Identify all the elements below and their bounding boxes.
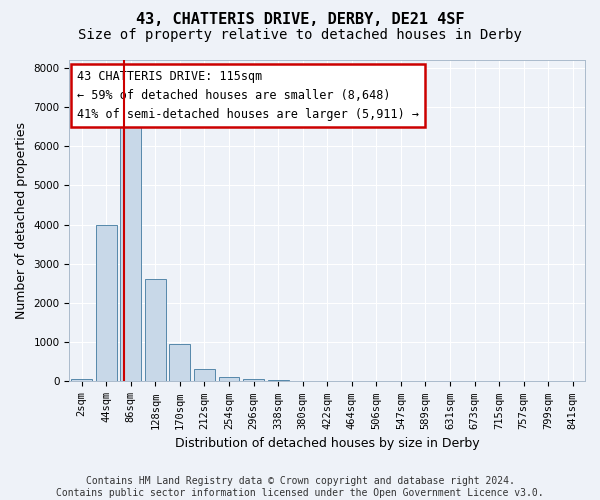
Bar [145,278,166,382]
Bar [121,122,141,382]
Text: Size of property relative to detached houses in Derby: Size of property relative to detached ho… [78,28,522,42]
Text: Contains HM Land Registry data © Crown copyright and database right 2024.
Contai: Contains HM Land Registry data © Crown c… [56,476,544,498]
Bar [194,368,215,382]
Bar [71,379,92,382]
Bar [268,380,289,382]
Text: 43, CHATTERIS DRIVE, DERBY, DE21 4SF: 43, CHATTERIS DRIVE, DERBY, DE21 4SF [136,12,464,28]
Text: 43 CHATTERIS DRIVE: 115sqm
← 59% of detached houses are smaller (8,648)
41% of s: 43 CHATTERIS DRIVE: 115sqm ← 59% of deta… [77,70,419,120]
X-axis label: Distribution of detached houses by size in Derby: Distribution of detached houses by size … [175,437,479,450]
Bar [243,378,264,382]
Bar [96,226,116,382]
Bar [169,344,190,382]
Y-axis label: Number of detached properties: Number of detached properties [15,122,28,319]
Bar [218,377,239,382]
